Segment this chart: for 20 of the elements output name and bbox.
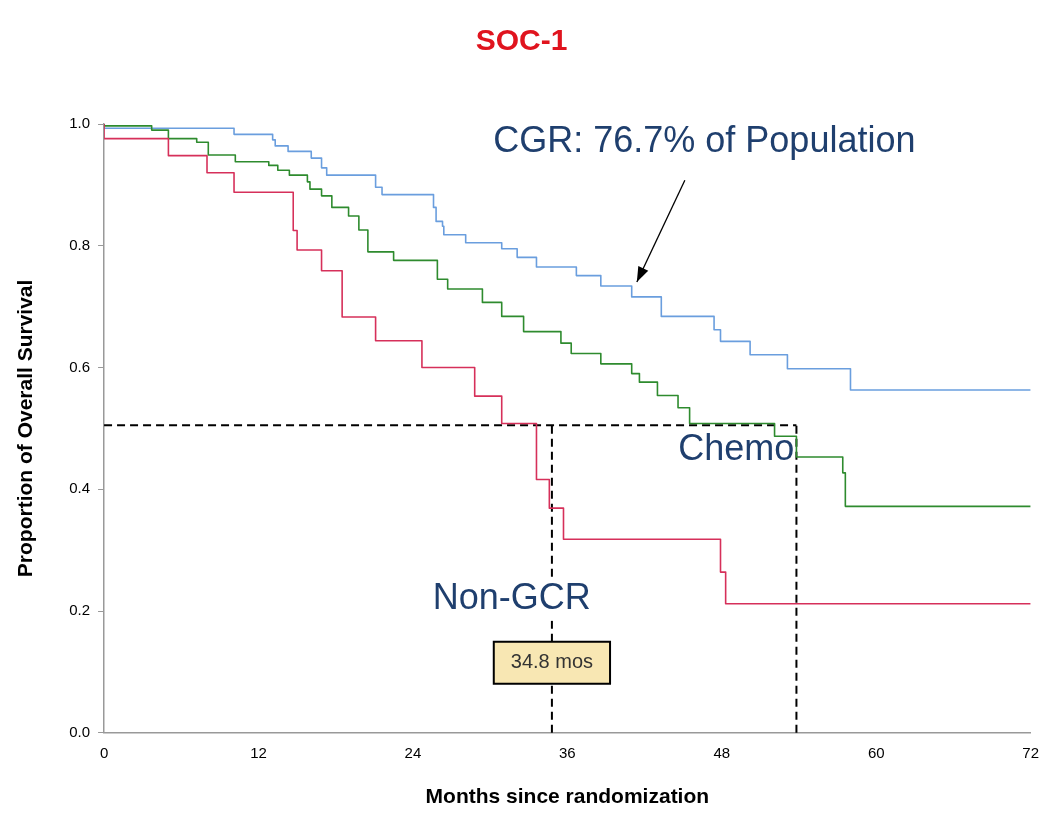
y-tick-label: 0.0 <box>69 722 91 740</box>
series-label: Non-GCR <box>432 575 591 617</box>
y-tick-label: 0.4 <box>69 479 91 497</box>
y-tick-label: 0.8 <box>69 235 91 253</box>
x-tick-label: 12 <box>250 743 267 761</box>
x-tick-label: 60 <box>867 743 885 761</box>
x-tick-label: 72 <box>1022 743 1039 761</box>
annotation: 34.8 mos <box>510 650 594 673</box>
x-tick-label: 48 <box>713 743 731 761</box>
series-label: CGR: 76.7% of Population <box>493 119 916 161</box>
y-tick-label: 1.0 <box>69 114 91 132</box>
x-axis-title: Months since randomization <box>425 784 710 808</box>
y-tick-label: 0.6 <box>69 357 91 375</box>
series-label: Chemo <box>678 426 795 468</box>
y-axis-title: Proportion of Overall Survival <box>13 279 37 578</box>
x-tick-label: 24 <box>404 743 422 761</box>
y-tick-label: 0.2 <box>69 601 91 619</box>
x-tick-label: 36 <box>559 743 576 761</box>
x-tick-label: 0 <box>99 743 109 761</box>
chart-title: SOC-1 <box>475 23 568 57</box>
